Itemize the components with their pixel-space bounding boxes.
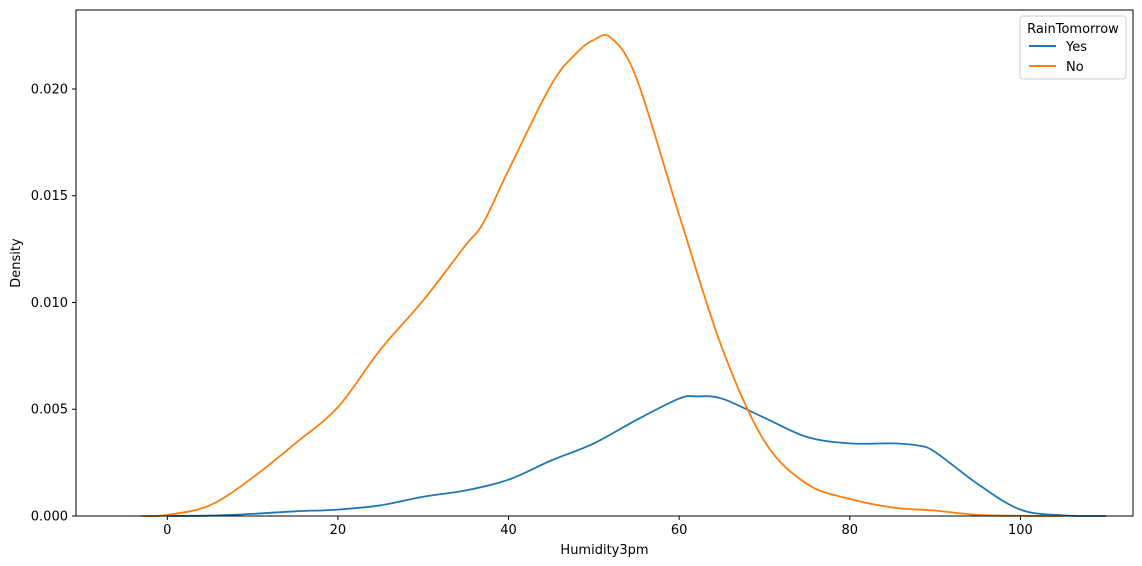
series-line-yes [166, 395, 1107, 517]
x-axis: 0 20 40 60 80 100 [163, 516, 1033, 538]
x-tick-label: 60 [671, 523, 688, 538]
x-tick-label: 20 [330, 523, 347, 538]
plot-frame [75, 9, 1134, 517]
y-tick-label: 0.020 [31, 82, 68, 97]
series-lines [140, 34, 1107, 517]
legend-title: RainTomorrow [1027, 22, 1119, 37]
x-tick-label: 100 [1008, 523, 1033, 538]
y-axis: 0.000 0.005 0.010 0.015 0.020 [31, 82, 76, 525]
y-tick-label: 0.015 [31, 189, 68, 204]
legend-box [1019, 15, 1127, 80]
y-tick-label: 0.010 [31, 296, 68, 311]
legend-label-no: No [1066, 60, 1084, 75]
x-tick-label: 80 [841, 523, 858, 538]
y-tick-label: 0.005 [31, 403, 68, 418]
x-tick-label: 0 [163, 523, 171, 538]
x-tick-label: 40 [500, 523, 517, 538]
y-axis-label: Density [9, 238, 24, 288]
legend-label-yes: Yes [1065, 40, 1087, 55]
series-line-no [140, 34, 1064, 517]
legend: RainTomorrow Yes No [1019, 15, 1127, 80]
plot-area [76, 10, 1133, 516]
y-tick-label: 0.000 [31, 510, 68, 525]
x-axis-label: Humidity3pm [560, 543, 648, 558]
